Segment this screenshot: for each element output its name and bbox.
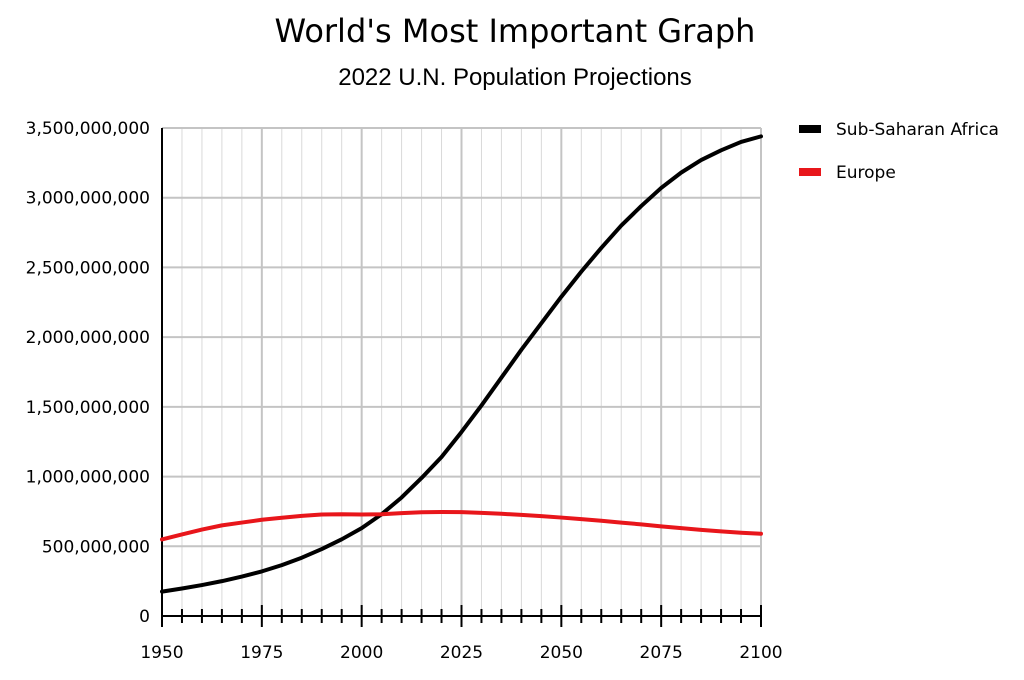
x-tick-label: 1950: [140, 643, 183, 663]
chart-subtitle: 2022 U.N. Population Projections: [338, 64, 692, 91]
y-tick-label: 3,500,000,000: [26, 119, 150, 139]
x-tick-label: 2025: [440, 643, 483, 663]
chart-title: World's Most Important Graph: [274, 12, 756, 50]
tick-labels: 0 500,000,000 1,000,000,000 1,500,000,000 2,…: [26, 119, 783, 663]
x-tick-label: 2000: [340, 643, 383, 663]
grid-lines: [161, 127, 762, 616]
series-line-sub-saharan-africa: [160, 134, 763, 594]
legend-label-europe: Europe: [836, 163, 896, 183]
y-tick-label: 0: [139, 607, 150, 627]
x-tick-label: 1975: [240, 643, 283, 663]
y-tick-label: 500,000,000: [42, 537, 150, 557]
legend-label-sub-saharan-africa: Sub-Saharan Africa: [836, 120, 999, 140]
series-line-europe: [160, 509, 763, 542]
legend-swatch-europe: [799, 168, 821, 176]
y-tick-label: 2,000,000,000: [26, 328, 150, 348]
legend: Sub-Saharan Africa Europe: [799, 120, 999, 183]
axes: [161, 128, 762, 627]
y-tick-label: 2,500,000,000: [26, 258, 150, 278]
x-tick-label: 2075: [640, 643, 683, 663]
legend-swatch-sub-saharan-africa: [799, 125, 821, 133]
series-lines: [160, 134, 763, 594]
x-tick-label: 2050: [540, 643, 583, 663]
y-tick-label: 1,500,000,000: [26, 398, 150, 418]
y-tick-label: 1,000,000,000: [26, 468, 150, 488]
x-tick-label: 2100: [739, 643, 782, 663]
y-tick-label: 3,000,000,000: [26, 189, 150, 209]
